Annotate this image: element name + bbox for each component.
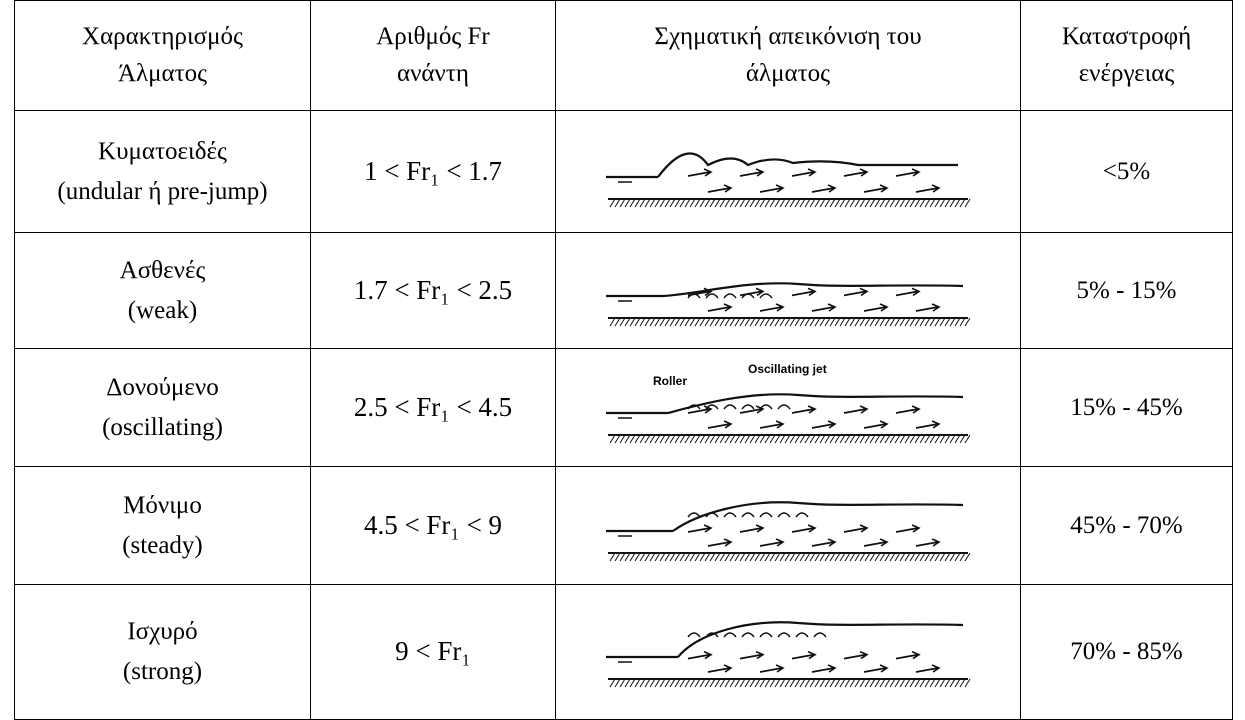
sketch-line (796, 513, 808, 517)
sketch-line (678, 622, 963, 657)
sketch-cell (556, 585, 1021, 720)
sketch-line (724, 633, 736, 637)
type-text: (steady) (15, 526, 310, 566)
sketch-line (760, 633, 772, 637)
loss-text: <5% (1021, 152, 1232, 192)
sketch-line (760, 294, 772, 298)
sketch-line (742, 405, 754, 409)
jump-sketch: Roller Oscillating jet (598, 363, 978, 453)
type-text: (strong) (15, 652, 310, 692)
sketch-cell (556, 111, 1021, 233)
loss-text: 45% - 70% (1021, 506, 1232, 546)
sketch-line (610, 199, 970, 207)
sketch-line (760, 513, 772, 517)
sketch-line (778, 405, 790, 409)
sketch-line (706, 294, 718, 298)
sketch-line (814, 633, 826, 637)
sketch-line (668, 394, 963, 413)
type-text: Ασθενές (15, 251, 310, 291)
header-row: ΧαρακτηρισμόςΆλματοςΑριθμός FrανάντηΣχημ… (15, 1, 1233, 111)
froude-cell: 9 < Fr₁ (311, 585, 556, 720)
sketch-line (610, 679, 970, 687)
sketch-cell: Roller Oscillating jet (556, 349, 1021, 467)
sketch-label: Oscillating jet (748, 363, 827, 376)
sketch-line (610, 553, 970, 561)
sketch-cell (556, 467, 1021, 585)
sketch-line (610, 318, 970, 326)
loss-cell: 5% - 15% (1021, 233, 1233, 349)
type-text: Δονούμενο (15, 368, 310, 408)
header-text: ενέργειας (1021, 56, 1232, 92)
header-text: Καταστροφή (1021, 19, 1232, 55)
header-text: Χαρακτηρισμός (15, 19, 310, 55)
sketch-line (724, 294, 736, 298)
type-text: (oscillating) (15, 408, 310, 448)
page: ΧαρακτηρισμόςΆλματοςΑριθμός FrανάντηΣχημ… (0, 0, 1245, 720)
header-text: Σχηματική απεικόνιση του (556, 19, 1020, 55)
loss-text: 70% - 85% (1021, 632, 1232, 672)
sketch-cell (556, 233, 1021, 349)
type-text: Ισχυρό (15, 612, 310, 652)
loss-cell: 45% - 70% (1021, 467, 1233, 585)
froude-text: 1.7 < Fr₁ < 2.5 (311, 269, 555, 312)
table-row: Ασθενές(weak)1.7 < Fr₁ < 2.5 5% - 15% (15, 233, 1233, 349)
froude-cell: 1.7 < Fr₁ < 2.5 (311, 233, 556, 349)
froude-text: 9 < Fr₁ (311, 630, 555, 673)
jump-sketch (598, 127, 978, 217)
header-text: ανάντη (311, 56, 555, 92)
froude-cell: 1 < Fr₁ < 1.7 (311, 111, 556, 233)
type-cell: Ισχυρό(strong) (15, 585, 311, 720)
froude-text: 4.5 < Fr₁ < 9 (311, 504, 555, 547)
sketch-line (688, 633, 700, 637)
table-row: Δονούμενο(oscillating)2.5 < Fr₁ < 4.5 Rol… (15, 349, 1233, 467)
froude-cell: 4.5 < Fr₁ < 9 (311, 467, 556, 585)
loss-text: 15% - 45% (1021, 388, 1232, 428)
header-text: άλματος (556, 56, 1020, 92)
loss-cell: 70% - 85% (1021, 585, 1233, 720)
type-cell: Ασθενές(weak) (15, 233, 311, 349)
froude-text: 2.5 < Fr₁ < 4.5 (311, 386, 555, 429)
loss-cell: 15% - 45% (1021, 349, 1233, 467)
type-cell: Μόνιμο(steady) (15, 467, 311, 585)
sketch-label: Roller (653, 374, 687, 388)
type-text: (weak) (15, 291, 310, 331)
sketch-line (610, 435, 970, 443)
sketch-line (778, 513, 790, 517)
jump-sketch (598, 607, 978, 697)
sketch-line (742, 633, 754, 637)
sketch-line (724, 513, 736, 517)
type-text: (undular ή pre-jump) (15, 172, 310, 212)
type-text: Μόνιμο (15, 486, 310, 526)
type-text: Κυματοειδές (15, 132, 310, 172)
sketch-line (796, 633, 808, 637)
froude-text: 1 < Fr₁ < 1.7 (311, 150, 555, 193)
table-row: Ισχυρό(strong)9 < Fr₁ 70% - 85% (15, 585, 1233, 720)
sketch-line (778, 633, 790, 637)
loss-text: 5% - 15% (1021, 271, 1232, 311)
jump-sketch (598, 246, 978, 336)
type-cell: Δονούμενο(oscillating) (15, 349, 311, 467)
jump-sketch (598, 481, 978, 571)
froude-cell: 2.5 < Fr₁ < 4.5 (311, 349, 556, 467)
table-row: Κυματοειδές(undular ή pre-jump)1 < Fr₁ <… (15, 111, 1233, 233)
sketch-line (742, 513, 754, 517)
sketch-line (724, 405, 736, 409)
loss-cell: <5% (1021, 111, 1233, 233)
sketch-line (673, 502, 963, 531)
table-row: Μόνιμο(steady)4.5 < Fr₁ < 9 45% - 70% (15, 467, 1233, 585)
header-text: Αριθμός Fr (311, 19, 555, 55)
type-cell: Κυματοειδές(undular ή pre-jump) (15, 111, 311, 233)
header-text: Άλματος (15, 56, 310, 92)
